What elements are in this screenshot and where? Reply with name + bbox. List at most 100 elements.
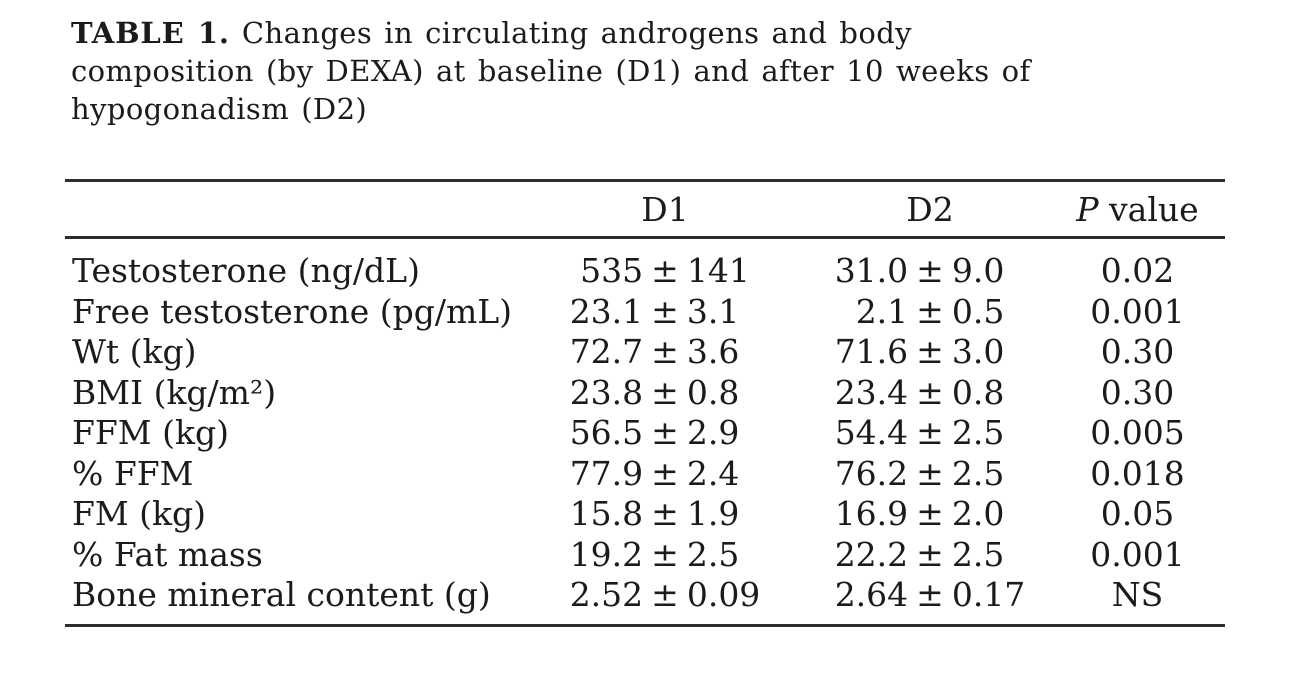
plus-minus-sign: ± xyxy=(916,575,944,614)
row-label: Bone mineral content (g) xyxy=(72,575,491,614)
d2-sd: 2.0 xyxy=(951,494,1005,533)
d1-mean: 77.9 xyxy=(569,453,644,493)
d1-value-cell: 15.8 ±1.9 xyxy=(520,494,810,535)
table-header-row: D1 D2 P value xyxy=(65,182,1225,236)
d1-sd: 141 xyxy=(686,251,750,290)
d1-value-cell: 56.5 ±2.9 xyxy=(520,413,810,454)
p-value-cell: NS xyxy=(1111,575,1164,614)
d2-mean: 71.6 xyxy=(834,332,909,371)
plus-minus-sign: ± xyxy=(916,413,944,452)
d2-value-cell: 54.4 ±2.5 xyxy=(810,413,1050,454)
table-row: % FFM 77.9 ±2.4 76.2 ±2.5 0.018 xyxy=(65,454,1225,495)
table-row: BMI (kg/m²) 23.8 ±0.8 23.4 ±0.8 0.30 xyxy=(65,373,1225,414)
d2-value-cell: 23.4 ±0.8 xyxy=(810,373,1050,414)
table-caption-number: TABLE 1. xyxy=(71,16,230,50)
d1-mean: 15.8 xyxy=(569,494,644,533)
table-row: FM (kg) 15.8 ±1.9 16.9 ±2.0 0.05 xyxy=(65,494,1225,535)
column-header-d2: D2 xyxy=(906,190,954,229)
d2-value-cell: 16.9 ±2.0 xyxy=(810,494,1050,535)
p-value-cell: 0.005 xyxy=(1090,413,1185,452)
d2-sd: 0.8 xyxy=(951,372,1005,412)
row-label: FM (kg) xyxy=(72,494,207,533)
d2-sd: 2.5 xyxy=(951,413,1005,452)
d2-mean: 54.4 xyxy=(834,413,909,452)
p-rest: value xyxy=(1098,190,1199,229)
plus-minus-sign: ± xyxy=(916,332,944,371)
d1-mean: 2.52 xyxy=(569,575,644,614)
d1-mean: 19.2 xyxy=(569,534,644,574)
d1-sd: 2.9 xyxy=(686,413,740,452)
table-body: Testosterone (ng/dL) 535 ±141 31.0 ±9.0 0.… xyxy=(65,239,1225,624)
p-value-cell: 0.05 xyxy=(1100,494,1175,533)
plus-minus-sign: ± xyxy=(916,453,944,493)
row-label: FFM (kg) xyxy=(72,413,229,452)
d2-sd: 2.5 xyxy=(951,534,1005,574)
d2-value-cell: 76.2 ±2.5 xyxy=(810,454,1050,495)
d1-sd: 0.09 xyxy=(686,575,761,614)
plus-minus-sign: ± xyxy=(651,534,679,574)
plus-minus-sign: ± xyxy=(651,291,679,331)
p-value-cell: 0.02 xyxy=(1100,251,1175,290)
d2-sd: 3.0 xyxy=(951,332,1005,371)
d2-mean: 31.0 xyxy=(834,251,909,290)
d2-sd: 2.5 xyxy=(951,453,1005,493)
d1-sd: 3.6 xyxy=(686,332,740,371)
d2-sd: 0.5 xyxy=(951,291,1005,331)
table-row: FFM (kg) 56.5 ±2.9 54.4 ±2.5 0.005 xyxy=(65,413,1225,454)
p-value-cell: 0.30 xyxy=(1100,332,1175,371)
p-value-cell: 0.001 xyxy=(1090,534,1185,574)
table-bottom-rule xyxy=(65,623,1225,627)
d1-value-cell: 72.7 ±3.6 xyxy=(520,332,810,373)
row-label: % FFM xyxy=(72,453,194,493)
plus-minus-sign: ± xyxy=(651,413,679,452)
d1-sd: 0.8 xyxy=(686,372,740,412)
d2-mean: 2.64 xyxy=(834,575,909,614)
table-row: Testosterone (ng/dL) 535 ±141 31.0 ±9.0 0.… xyxy=(65,251,1225,292)
table-row: Free testosterone (pg/mL) 23.1 ±3.1 2.1 ±0… xyxy=(65,292,1225,333)
table-row: % Fat mass 19.2 ±2.5 22.2 ±2.5 0.001 xyxy=(65,535,1225,576)
row-label: % Fat mass xyxy=(72,534,263,574)
plus-minus-sign: ± xyxy=(651,332,679,371)
d2-mean: 76.2 xyxy=(834,453,909,493)
p-value-cell: 0.018 xyxy=(1090,453,1185,493)
row-label: Testosterone (ng/dL) xyxy=(72,251,420,290)
table-header-rule xyxy=(65,236,1225,239)
plus-minus-sign: ± xyxy=(651,494,679,533)
row-label: BMI (kg/m²) xyxy=(72,372,277,412)
plus-minus-sign: ± xyxy=(916,251,944,290)
d1-sd: 1.9 xyxy=(686,494,740,533)
d1-value-cell: 535 ±141 xyxy=(520,251,810,292)
d2-mean: 22.2 xyxy=(834,534,909,574)
d1-value-cell: 19.2 ±2.5 xyxy=(520,535,810,576)
plus-minus-sign: ± xyxy=(916,494,944,533)
d2-mean: 16.9 xyxy=(834,494,909,533)
plus-minus-sign: ± xyxy=(651,453,679,493)
d2-value-cell: 71.6 ±3.0 xyxy=(810,332,1050,373)
d2-mean: 23.4 xyxy=(834,372,909,412)
plus-minus-sign: ± xyxy=(651,251,679,290)
d1-sd: 2.5 xyxy=(686,534,740,574)
d1-mean: 535 xyxy=(580,251,644,290)
d1-mean: 56.5 xyxy=(569,413,644,452)
d1-value-cell: 23.1 ±3.1 xyxy=(520,292,810,333)
p-value-cell: 0.001 xyxy=(1090,291,1185,331)
p-value-cell: 0.30 xyxy=(1100,372,1175,412)
row-label: Wt (kg) xyxy=(72,332,197,371)
d1-value-cell: 23.8 ±0.8 xyxy=(520,373,810,414)
d1-mean: 72.7 xyxy=(569,332,644,371)
d2-value-cell: 31.0 ±9.0 xyxy=(810,251,1050,292)
plus-minus-sign: ± xyxy=(916,372,944,412)
plus-minus-sign: ± xyxy=(916,291,944,331)
d1-sd: 2.4 xyxy=(686,453,740,493)
column-header-p-value: P value xyxy=(1050,190,1225,229)
table-caption: TABLE 1. Changes in circulating androgen… xyxy=(71,14,1211,128)
d1-mean: 23.8 xyxy=(569,372,644,412)
d1-mean: 23.1 xyxy=(569,291,644,331)
d2-sd: 0.17 xyxy=(951,575,1026,614)
plus-minus-sign: ± xyxy=(651,372,679,412)
table-row: Bone mineral content (g) 2.52 ±0.09 2.64 ±… xyxy=(65,575,1225,616)
d2-value-cell: 22.2 ±2.5 xyxy=(810,535,1050,576)
table-row: Wt (kg) 72.7 ±3.6 71.6 ±3.0 0.30 xyxy=(65,332,1225,373)
row-label: Free testosterone (pg/mL) xyxy=(72,291,513,331)
